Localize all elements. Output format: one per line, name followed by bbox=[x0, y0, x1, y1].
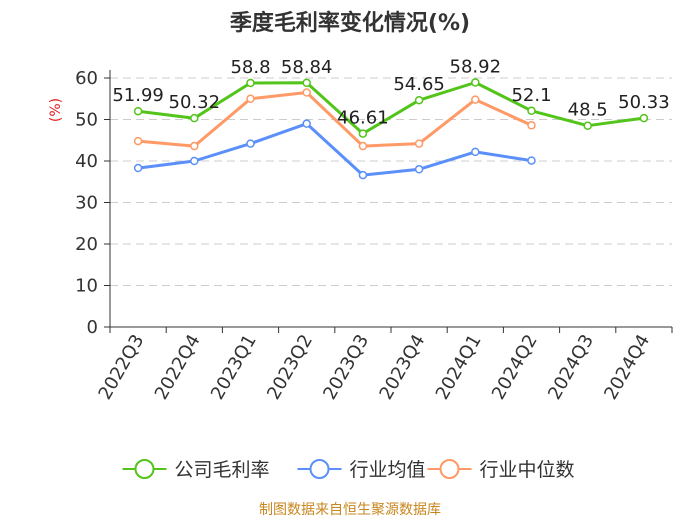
data-point bbox=[302, 119, 311, 128]
data-point bbox=[302, 88, 311, 97]
x-tick-label: 2022Q3 bbox=[95, 331, 149, 403]
data-point bbox=[358, 129, 368, 138]
legend: 公司毛利率 行业均值 行业中位数 bbox=[122, 459, 575, 481]
x-axis: 2022Q3 2022Q4 2023Q1 2023Q2 2023Q3 2023Q4 2024… bbox=[95, 326, 673, 403]
legend-label: 行业均值 bbox=[350, 459, 426, 481]
data-point bbox=[133, 106, 143, 116]
x-tick-label: 2022Q4 bbox=[151, 331, 205, 403]
y-tick-labels: 0 10 20 30 40 50 60 bbox=[75, 68, 98, 338]
data-point bbox=[190, 156, 199, 166]
data-point bbox=[133, 163, 143, 173]
data-point bbox=[471, 147, 480, 157]
y-tick-label: 40 bbox=[75, 151, 98, 172]
data-label: 50.32 bbox=[169, 92, 221, 113]
x-tick-label: 2024Q2 bbox=[488, 331, 542, 403]
data-label: 58.84 bbox=[281, 57, 333, 78]
y-tick-label: 60 bbox=[75, 68, 98, 89]
x-tick-label: 2023Q1 bbox=[207, 331, 261, 403]
series-line-2 bbox=[137, 91, 533, 148]
legend-marker bbox=[309, 459, 330, 479]
data-point bbox=[527, 156, 536, 165]
data-label: 58.8 bbox=[230, 57, 270, 78]
x-tick-label: 2023Q4 bbox=[376, 331, 430, 403]
legend-label: 公司毛利率 bbox=[175, 459, 270, 481]
data-label: 54.65 bbox=[393, 74, 445, 95]
data-point bbox=[583, 121, 592, 130]
data-label: 52.1 bbox=[511, 85, 551, 106]
x-tick-label: 2024Q4 bbox=[600, 331, 654, 403]
data-label: 46.61 bbox=[337, 108, 389, 129]
data-point bbox=[414, 95, 424, 105]
data-point bbox=[527, 121, 536, 130]
series-line-1 bbox=[137, 122, 532, 177]
data-point bbox=[246, 78, 255, 88]
grid-lines bbox=[104, 70, 672, 328]
data-point bbox=[471, 95, 480, 104]
y-tick-label: 30 bbox=[75, 193, 98, 214]
y-tick-label: 20 bbox=[75, 234, 98, 255]
x-tick-label: 2023Q3 bbox=[319, 331, 373, 403]
series-group bbox=[133, 78, 649, 180]
data-label: 48.5 bbox=[568, 100, 608, 121]
source-note: 制图数据来自恒生聚源数据库 bbox=[259, 502, 441, 518]
legend-marker bbox=[134, 459, 155, 479]
legend-label: 行业中位数 bbox=[480, 459, 575, 481]
data-point bbox=[246, 94, 255, 103]
y-tick-label: 0 bbox=[87, 317, 98, 338]
y-tick-label: 50 bbox=[75, 110, 98, 131]
chart-title: 季度毛利率变化情况(%) bbox=[230, 10, 470, 36]
data-label: 51.99 bbox=[112, 85, 164, 106]
data-point bbox=[527, 106, 536, 116]
data-point bbox=[471, 78, 480, 87]
data-point bbox=[358, 170, 368, 180]
data-point bbox=[414, 165, 424, 174]
data-point bbox=[133, 136, 143, 146]
x-tick-label: 2024Q1 bbox=[432, 331, 486, 403]
x-tick-label: 2023Q2 bbox=[263, 331, 317, 403]
data-point bbox=[246, 139, 255, 148]
data-point bbox=[358, 141, 368, 151]
data-point bbox=[302, 78, 311, 88]
y-axis-label: (%) bbox=[48, 98, 64, 122]
data-point bbox=[190, 113, 199, 123]
y-tick-label: 10 bbox=[75, 276, 98, 297]
series-line-0 bbox=[137, 81, 645, 136]
x-tick-label: 2024Q3 bbox=[544, 331, 598, 403]
data-point bbox=[190, 141, 199, 151]
data-label: 58.92 bbox=[450, 56, 502, 77]
data-point bbox=[414, 139, 424, 148]
data-point bbox=[639, 113, 649, 123]
legend-marker bbox=[439, 459, 460, 479]
data-label: 50.33 bbox=[618, 92, 670, 113]
